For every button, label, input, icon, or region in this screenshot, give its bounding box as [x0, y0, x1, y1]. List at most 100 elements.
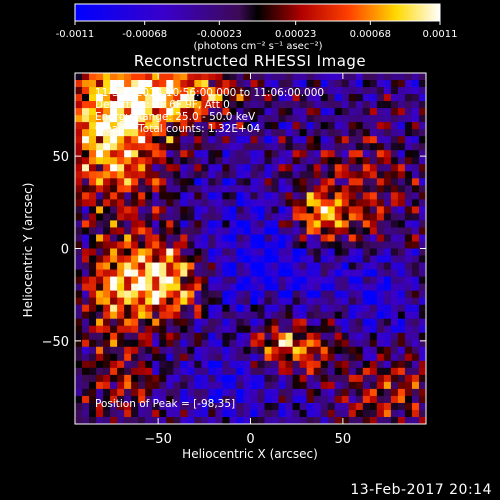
heatmap-cell [271, 276, 279, 284]
heatmap-cell [348, 185, 357, 193]
heatmap-cell [376, 262, 385, 270]
heatmap-cell [327, 360, 336, 369]
heatmap-cell [131, 283, 139, 291]
heatmap-cell [278, 283, 286, 291]
heatmap-cell [299, 381, 307, 390]
heatmap-cell [397, 360, 406, 369]
heatmap-cell [229, 136, 237, 144]
heatmap-cell [117, 290, 125, 298]
heatmap-cell [250, 360, 258, 369]
heatmap-cell [292, 101, 300, 109]
heatmap-cell [383, 290, 392, 298]
heatmap-cell [82, 234, 90, 242]
heatmap-cell [82, 325, 90, 334]
heatmap-cell [299, 339, 307, 348]
heatmap-cell [397, 136, 406, 144]
heatmap-cell [222, 206, 230, 214]
heatmap-cell [243, 304, 251, 312]
heatmap-cell [82, 122, 90, 130]
heatmap-cell [131, 374, 139, 383]
heatmap-cell [159, 108, 167, 116]
heatmap-cell [334, 192, 343, 200]
heatmap-cell [271, 94, 279, 102]
heatmap-cell [229, 402, 237, 411]
heatmap-cell [313, 157, 321, 165]
heatmap-cell [243, 255, 251, 263]
heatmap-cell [89, 94, 97, 102]
heatmap-cell [75, 367, 83, 376]
heatmap-cell [103, 367, 111, 376]
heatmap-cell [411, 269, 420, 277]
heatmap-cell [355, 80, 364, 88]
heatmap-cell [313, 353, 321, 362]
heatmap-cell [271, 311, 279, 319]
heatmap-cell [383, 185, 392, 193]
heatmap-cell [341, 388, 350, 397]
heatmap-cell [187, 409, 195, 418]
heatmap-cell [173, 234, 181, 242]
heatmap-cell [341, 269, 350, 277]
heatmap-cell [131, 87, 139, 95]
heatmap-cell [411, 339, 420, 348]
heatmap-cell [180, 136, 188, 144]
heatmap-cell [334, 101, 343, 109]
heatmap-cell [222, 318, 230, 327]
heatmap-cell [236, 150, 244, 158]
heatmap-cell [320, 269, 329, 277]
heatmap-cell [131, 234, 139, 242]
heatmap-cell [89, 318, 97, 327]
heatmap-cell [390, 241, 399, 249]
heatmap-cell [390, 416, 399, 425]
heatmap-cell [173, 157, 181, 165]
heatmap-cell [292, 94, 300, 102]
heatmap-cell [194, 101, 202, 109]
heatmap-cell [320, 388, 329, 397]
heatmap-cell [334, 234, 343, 242]
heatmap-cell [187, 143, 195, 151]
heatmap-cell [117, 129, 125, 137]
heatmap-cell [152, 178, 160, 186]
heatmap-cell [390, 304, 399, 312]
heatmap-cell [278, 136, 286, 144]
heatmap-cell [327, 276, 336, 284]
heatmap-cell [313, 374, 321, 383]
heatmap-cell [264, 283, 272, 291]
heatmap-cell [306, 171, 314, 179]
heatmap-cell [159, 80, 167, 88]
heatmap-cell [131, 94, 139, 102]
heatmap-cell [404, 199, 413, 207]
heatmap-cell [194, 304, 202, 312]
heatmap-cell [327, 332, 336, 341]
heatmap-cell [313, 276, 321, 284]
heatmap-cell [131, 262, 139, 270]
heatmap-cell [131, 122, 139, 130]
heatmap-cell [145, 290, 153, 298]
heatmap-cell [376, 115, 385, 123]
heatmap-cell [257, 164, 265, 172]
heatmap-cell [215, 248, 223, 256]
heatmap-cell [376, 122, 385, 130]
heatmap-cell [320, 80, 329, 88]
heatmap-cell [264, 353, 272, 362]
heatmap-cell [208, 346, 216, 355]
heatmap-cell [145, 108, 153, 116]
heatmap-cell [187, 80, 195, 88]
heatmap-cell [334, 108, 343, 116]
heatmap-cell [306, 339, 314, 348]
heatmap-cell [131, 241, 139, 249]
heatmap-cell [82, 297, 90, 305]
heatmap-cell [173, 262, 181, 270]
heatmap-cell [334, 409, 343, 418]
heatmap-cell [292, 136, 300, 144]
heatmap-cell [390, 87, 399, 95]
heatmap-cell [117, 241, 125, 249]
heatmap-cell [131, 395, 139, 404]
heatmap-cell [131, 290, 139, 298]
heatmap-cell [187, 311, 195, 319]
heatmap-cell [215, 87, 223, 95]
heatmap-cell [110, 374, 118, 383]
heatmap-cell [411, 311, 420, 319]
heatmap-cell [306, 388, 314, 397]
heatmap-cell [110, 318, 118, 327]
heatmap-cell [180, 101, 188, 109]
